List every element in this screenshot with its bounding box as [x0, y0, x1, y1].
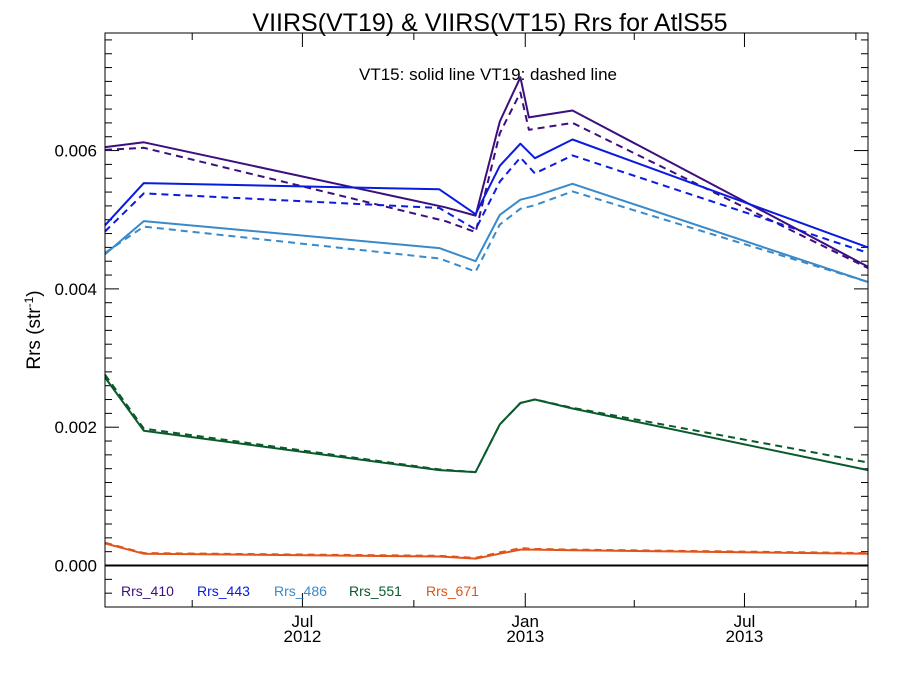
plot-area: 0.0000.0020.0040.006Jul2012Jan2013Jul201…: [54, 32, 869, 646]
y-axis-label-superscript: -1: [22, 296, 36, 307]
series-rrs-410-vt15-line: [104, 76, 869, 268]
series-rrs-410-vt19-line: [104, 91, 869, 269]
series-rrs-486-vt19-line: [104, 190, 869, 283]
x-tick-year-1: 2013: [506, 627, 544, 646]
x-tick-year-2: 2013: [726, 627, 764, 646]
y-axis-label-base: Rrs (str: [24, 307, 45, 370]
x-tick-year-0: 2012: [283, 627, 321, 646]
series-rrs-551-vt15-line: [104, 376, 869, 474]
y-axis-label: Rrs (str-1): [22, 290, 45, 369]
series-rrs-671-vt19-line: [104, 541, 869, 559]
x-tick-month-1: Jan: [512, 612, 539, 631]
y-tick-label-3: 0.006: [54, 142, 97, 161]
series-rrs-486-vt15-line: [104, 182, 869, 283]
series-rrs-443-vt15-line: [104, 138, 869, 249]
plot-frame: [104, 32, 869, 608]
legend-entry-rrs-551: Rrs_551: [349, 583, 402, 599]
y-axis-label-close: ): [24, 290, 45, 296]
chart-title: VIIRS(VT19) & VIIRS(VT15) Rrs for AtlS55: [252, 9, 727, 37]
x-tick-month-2: Jul: [734, 612, 756, 631]
legend-entry-rrs-671: Rrs_671: [426, 583, 479, 599]
y-tick-label-2: 0.004: [54, 280, 97, 299]
legend-entry-rrs-410: Rrs_410: [121, 583, 174, 599]
legend-entry-rrs-486: Rrs_486: [274, 583, 327, 599]
series-rrs-551-vt19-line: [104, 374, 869, 474]
legend-entry-rrs-443: Rrs_443: [197, 583, 250, 599]
y-tick-label-0: 0.000: [54, 557, 97, 576]
line-style-annotation: VT15: solid line VT19: dashed line: [359, 65, 617, 84]
series-rrs-443-vt19-line: [104, 154, 869, 254]
x-tick-month-0: Jul: [292, 612, 314, 631]
y-tick-label-1: 0.002: [54, 418, 97, 437]
